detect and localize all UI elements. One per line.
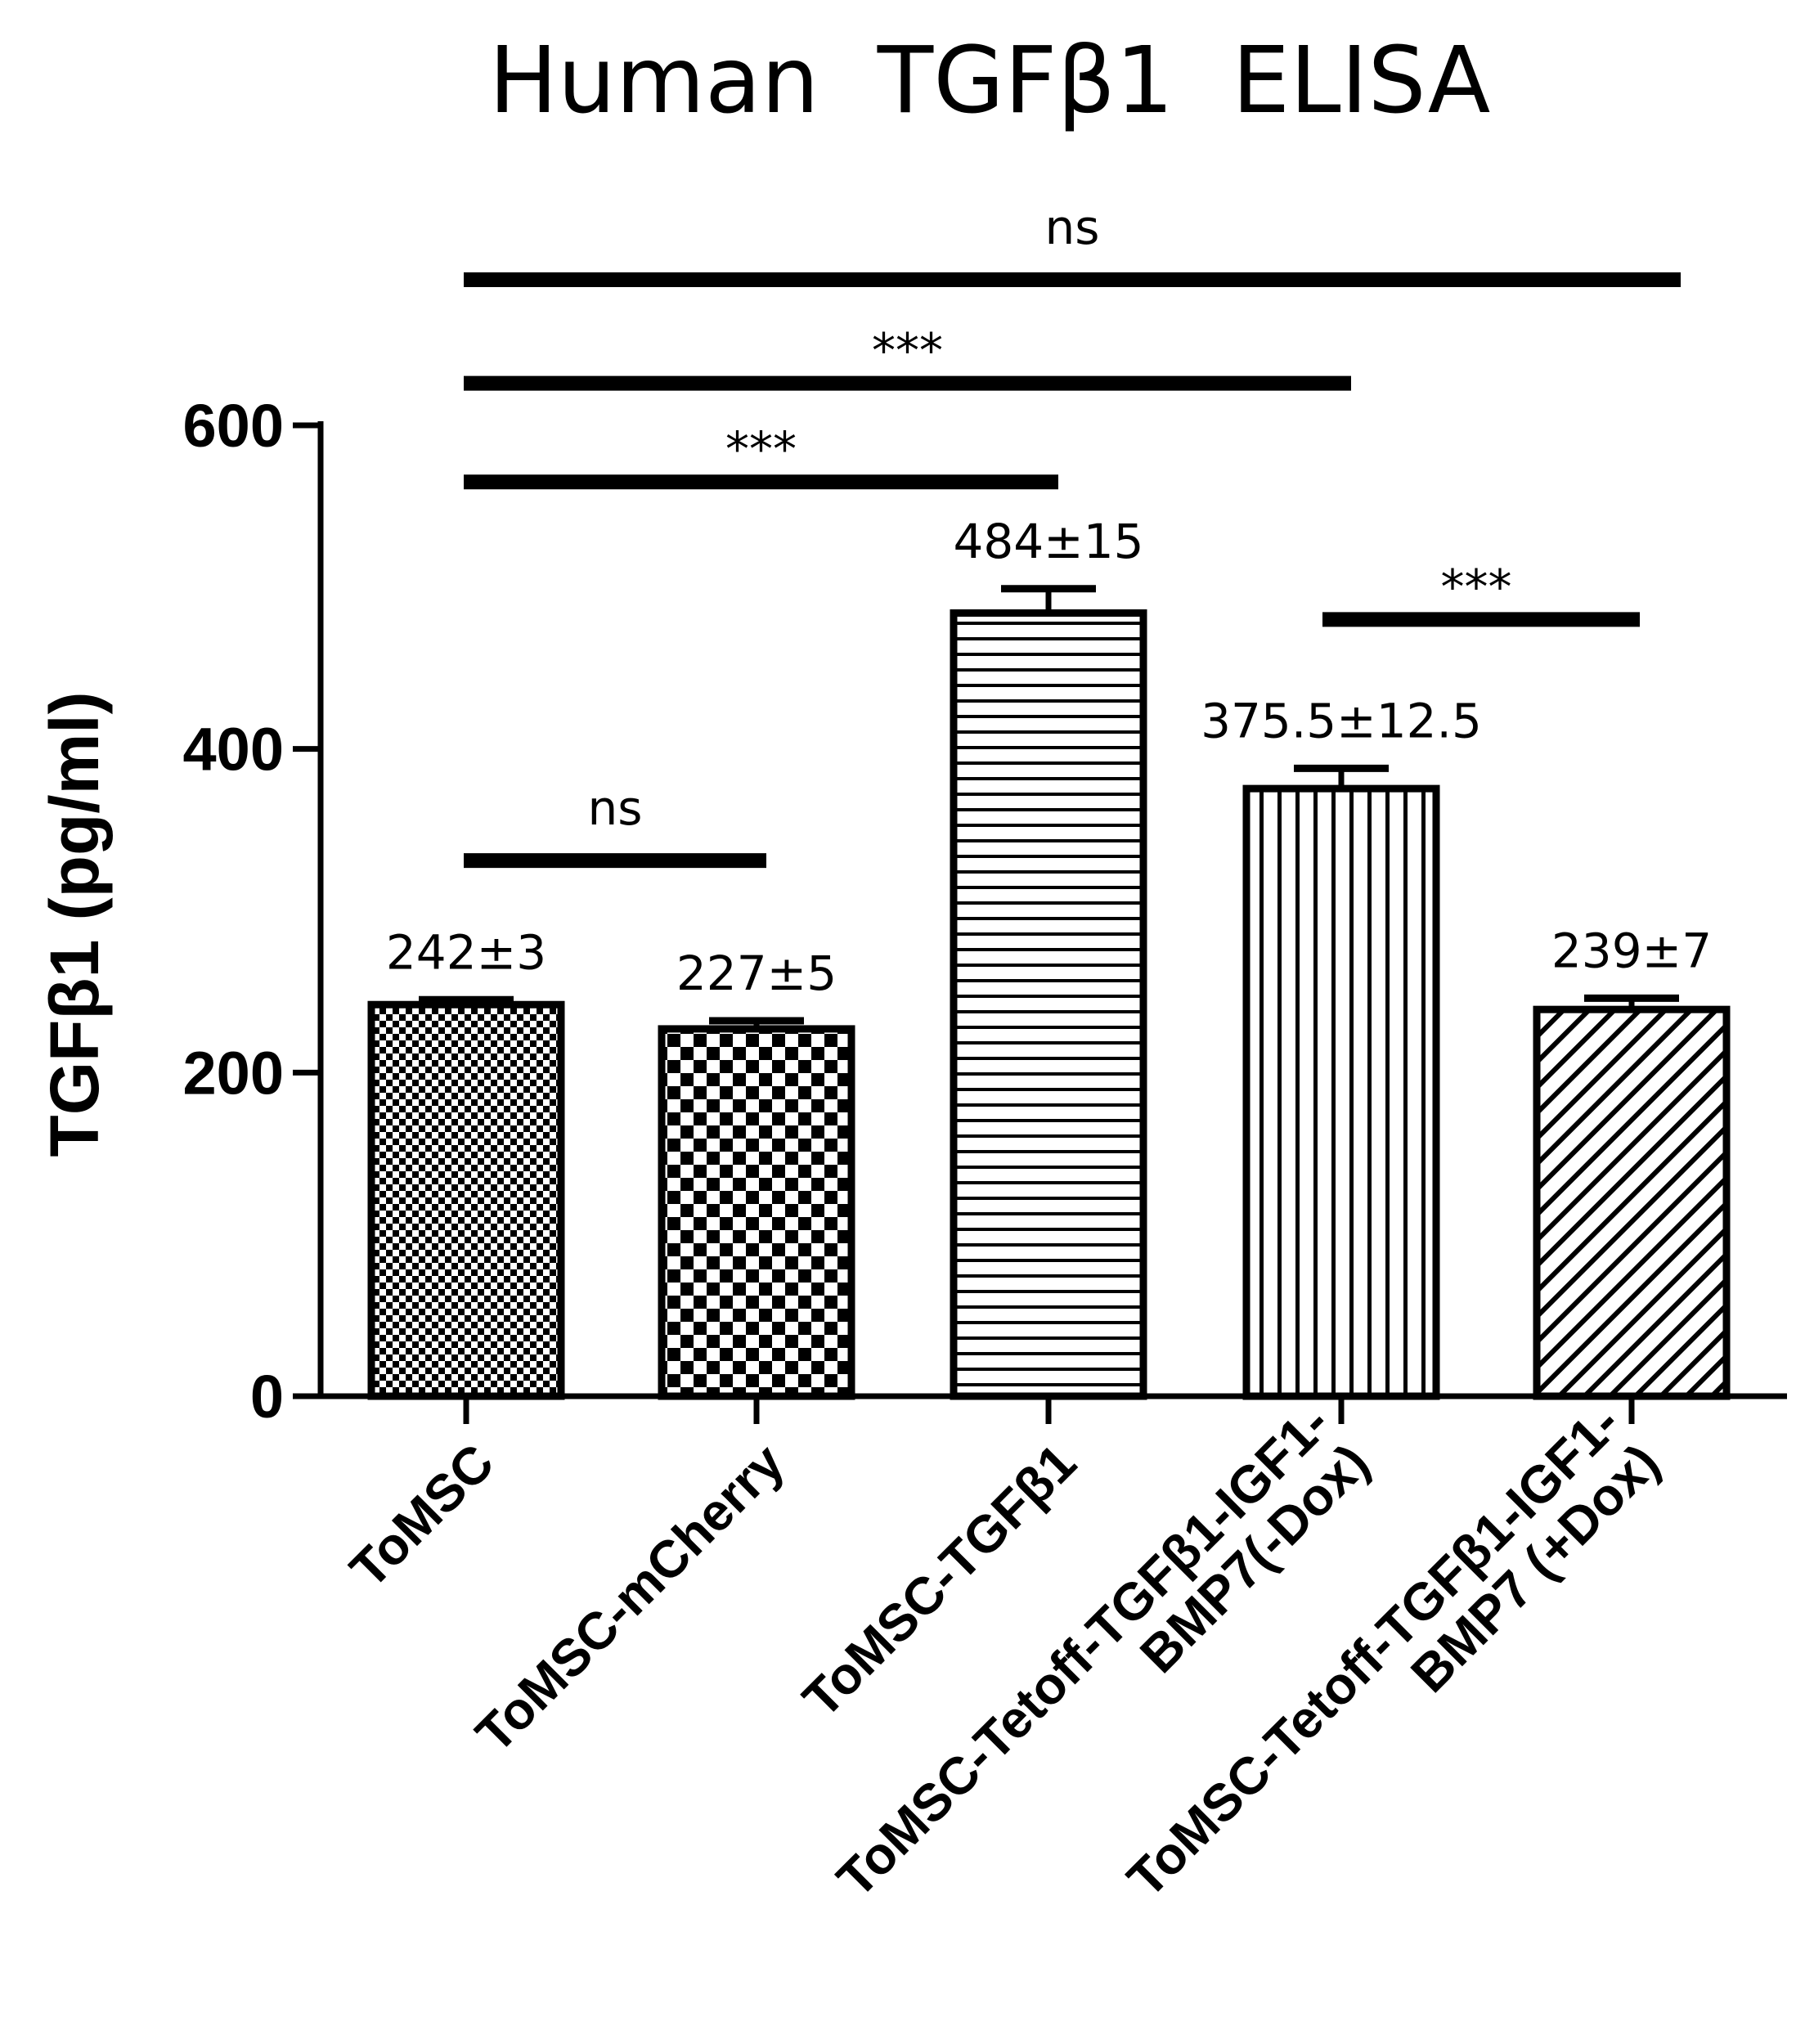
x-tick-label: ToMSC [339, 1433, 505, 1599]
significance-label: *** [872, 323, 943, 379]
data-label: 239±7 [1551, 923, 1712, 978]
bar [658, 1025, 855, 1400]
x-tick-label-line: ToMSC [339, 1433, 505, 1599]
chart-title: Human TGFβ1 ELISA [489, 28, 1491, 134]
y-axis-title: TGFβ1 (pg/ml) [36, 691, 113, 1157]
x-tick-label-line: ToMSC-mCherry [465, 1432, 796, 1763]
significance-label: *** [725, 421, 797, 477]
significance-label: ns [588, 780, 643, 836]
data-label: 375.5±12.5 [1201, 693, 1482, 748]
data-label: 242±3 [386, 924, 546, 980]
significance-label: *** [1441, 559, 1512, 614]
significance-label: ns [1045, 200, 1100, 255]
plot-area: TGFβ1 (pg/ml) 0 200 400 600 242±3 227±5 484±15 3… [36, 200, 1787, 1947]
y-tick-label: 600 [183, 392, 284, 460]
x-tick-label: ToMSC-Tetoff-TGFβ1-IGF1-BMP7 (+Dox) [1116, 1393, 1671, 1947]
y-tick-label: 0 [250, 1363, 284, 1431]
bar [950, 609, 1147, 1400]
y-tick-label: 400 [183, 716, 284, 784]
x-tick-label: ToMSC-Tetoff-TGFβ1-IGF1-BMP7(-Dox) [826, 1393, 1381, 1947]
x-tick-label: ToMSC-mCherry [465, 1432, 796, 1763]
data-label: 227±5 [676, 946, 837, 1001]
bar [1242, 784, 1440, 1400]
y-tick-label: 200 [183, 1039, 284, 1107]
bar [1533, 1005, 1731, 1400]
bar [367, 1000, 565, 1400]
data-label: 484±15 [953, 514, 1143, 569]
